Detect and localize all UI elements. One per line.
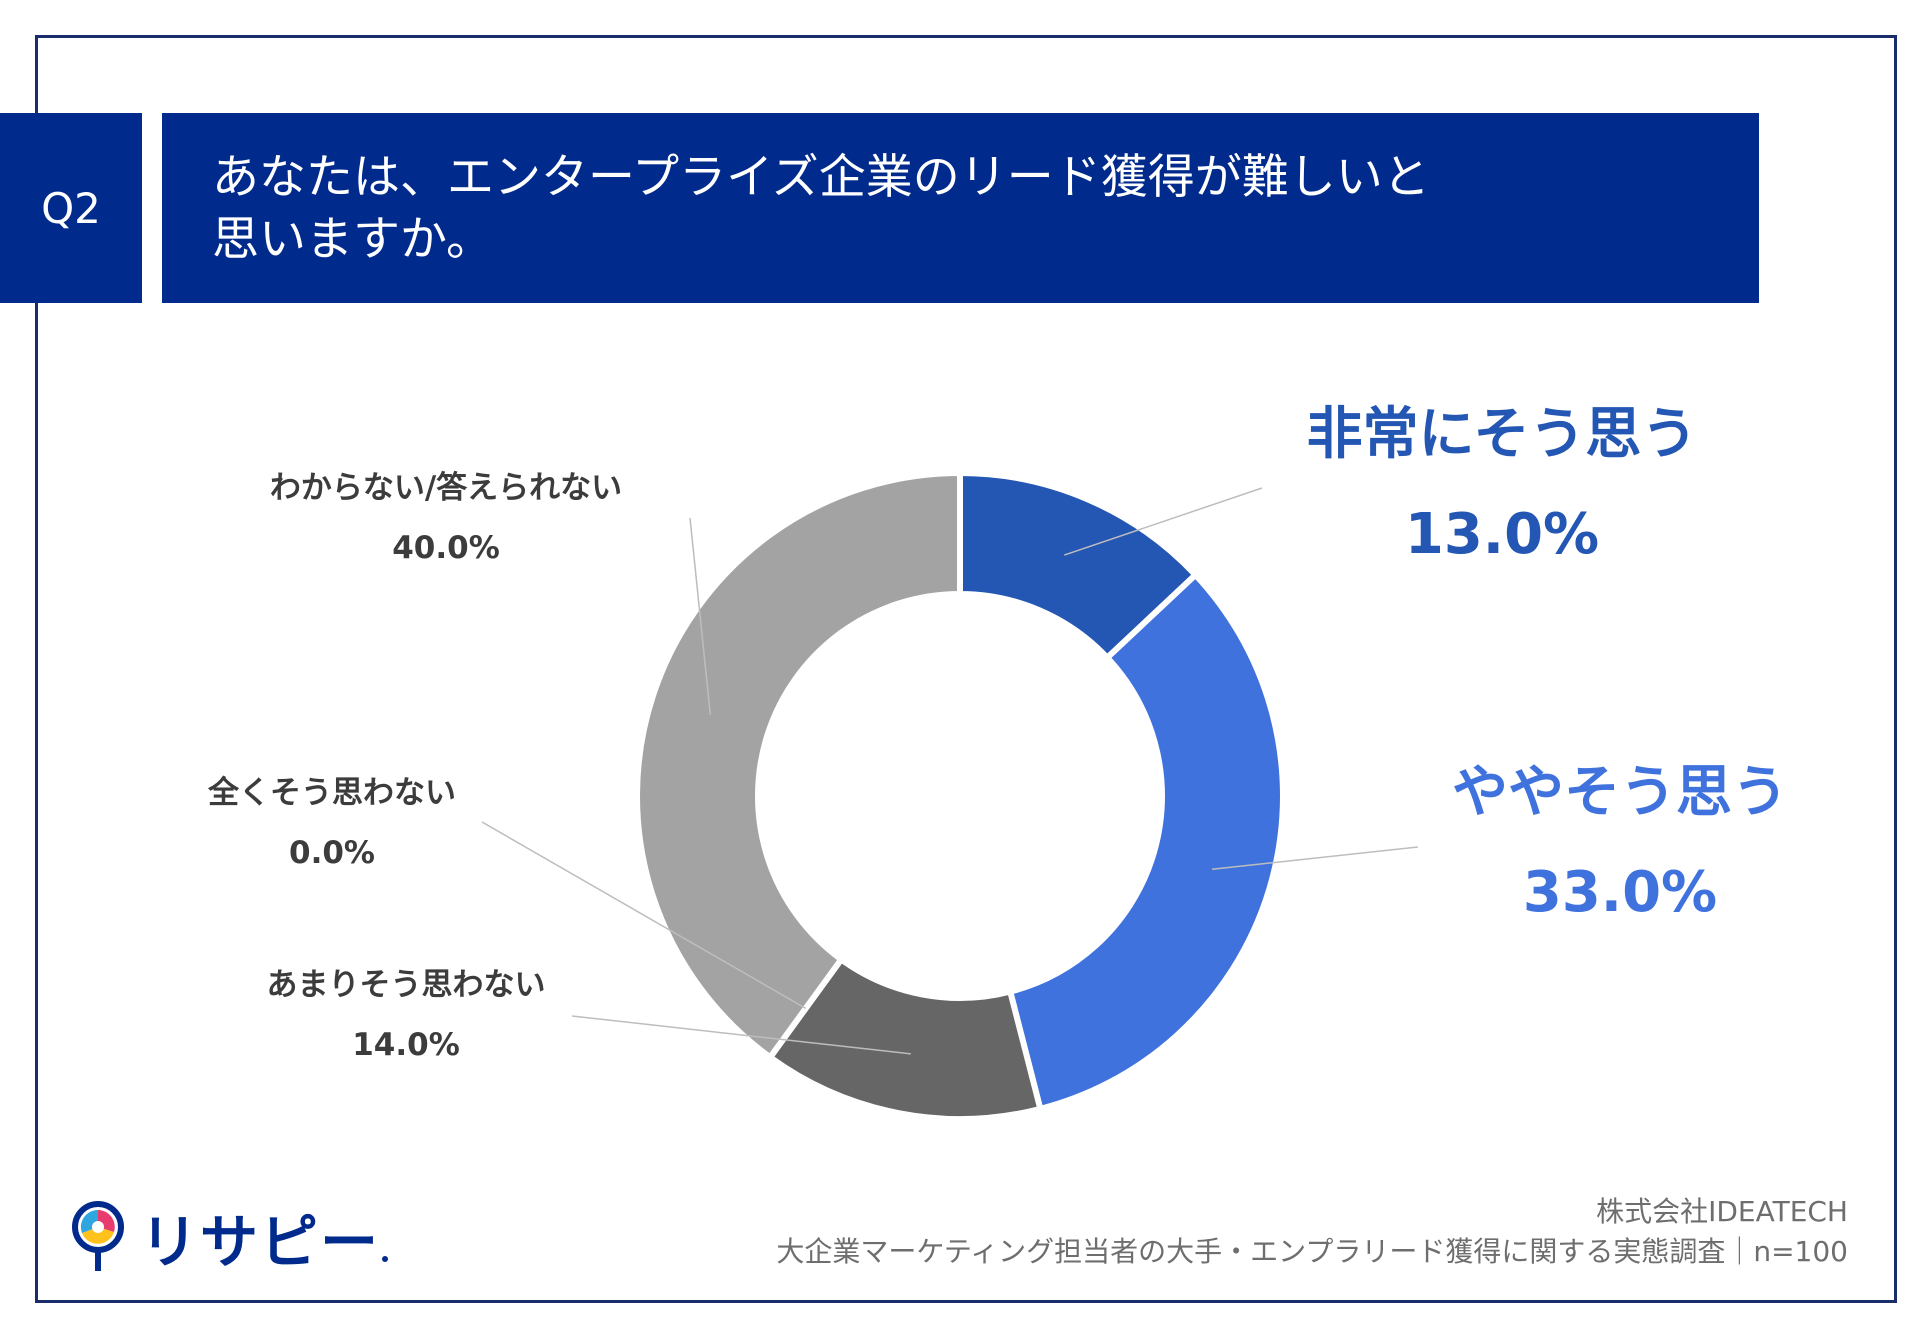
survey-title: 大企業マーケティング担当者の大手・エンプラリード獲得に関する実態調査｜n=100 [776, 1235, 1848, 1268]
logo-registered-dot [382, 1256, 389, 1262]
category-label: わからない/答えられない [269, 470, 623, 506]
leader-dont-know [689, 517, 712, 715]
category-label: 非常にそう思う [1306, 402, 1698, 467]
risapy-logo: リサピー [70, 1200, 389, 1276]
value-label: 40.0% [392, 530, 500, 566]
question-line-2: 思いますか。 [212, 212, 494, 267]
slice-label-not-at-all: 全くそう思わない 0.0% [132, 771, 532, 875]
value-label: 14.0% [352, 1027, 460, 1063]
leader-very-much [1064, 487, 1263, 556]
leader-not-very [571, 1015, 911, 1055]
leader-not-at-all [481, 821, 807, 1010]
category-label: ややそう思う [1452, 760, 1788, 825]
source-credit: 株式会社IDEATECH 大企業マーケティング担当者の大手・エンプラリード獲得に… [776, 1192, 1848, 1272]
question-banner: あなたは、エンタープライズ企業のリード獲得が難しいと 思いますか。 [162, 113, 1759, 303]
slice-label-somewhat: ややそう思う 33.0% [1420, 760, 1820, 926]
pin-logo-icon [72, 1201, 124, 1271]
leader-somewhat [1211, 846, 1419, 870]
slice-somewhat [1006, 570, 1286, 1113]
category-label: あまりそう思わない [266, 967, 546, 1003]
question-number-badge: Q2 [0, 113, 142, 303]
category-label: 全くそう思わない [208, 775, 456, 811]
slide-frame [35, 35, 1897, 1303]
value-label: 13.0% [1404, 502, 1600, 567]
logo-text: リサピー [140, 1208, 381, 1276]
question-line-1: あなたは、エンタープライズ企業のリード獲得が難しいと [212, 150, 1430, 205]
value-label: 33.0% [1522, 860, 1718, 925]
value-label: 0.0% [289, 835, 375, 871]
slice-label-dont-know: わからない/答えられない 40.0% [246, 466, 646, 570]
company-name: 株式会社IDEATECH [1596, 1195, 1848, 1228]
slice-label-very-much: 非常にそう思う 13.0% [1302, 402, 1702, 568]
slice-dont-know [634, 469, 963, 1062]
question-number: Q2 [41, 183, 101, 233]
slice-label-not-very: あまりそう思わない 14.0% [206, 963, 606, 1067]
